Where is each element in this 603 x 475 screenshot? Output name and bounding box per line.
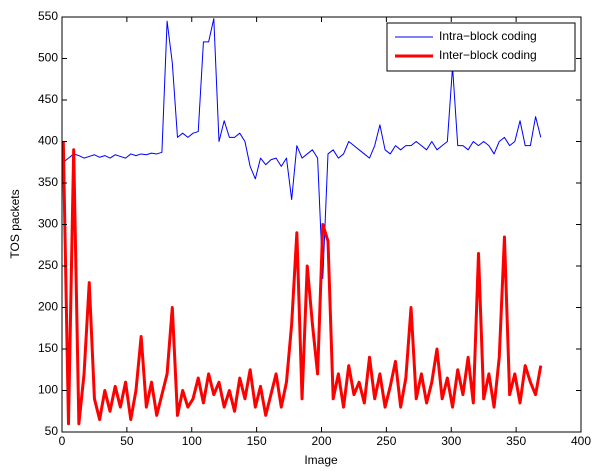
y-tick-label: 500 [38,51,58,65]
y-tick-label: 150 [38,341,58,355]
y-tick-label: 550 [38,9,58,23]
series-line [62,18,542,279]
y-tick-label: 450 [38,92,58,106]
y-tick-label: 250 [38,258,58,272]
y-tick-label: 350 [38,175,58,189]
x-tick-label: 150 [247,434,267,448]
y-tick-label: 200 [38,300,58,314]
y-tick-label: 300 [38,217,58,231]
y-tick-label: 100 [38,383,58,397]
x-tick-label: 50 [120,434,134,448]
legend-label: Inter−block coding [439,48,537,62]
x-axis-label: Image [304,453,338,467]
y-tick-label: 400 [38,134,58,148]
x-tick-label: 200 [311,434,331,448]
series-line [61,141,543,426]
x-tick-label: 300 [441,434,461,448]
x-tick-label: 0 [59,434,66,448]
x-tick-label: 350 [506,434,526,448]
x-tick-label: 250 [376,434,396,448]
legend-label: Intra−block coding [439,29,537,43]
legend-box [386,22,576,72]
y-axis-label: TOS packets [8,189,22,258]
x-tick-label: 400 [571,434,591,448]
x-tick-label: 100 [182,434,202,448]
y-tick-label: 50 [45,424,59,438]
